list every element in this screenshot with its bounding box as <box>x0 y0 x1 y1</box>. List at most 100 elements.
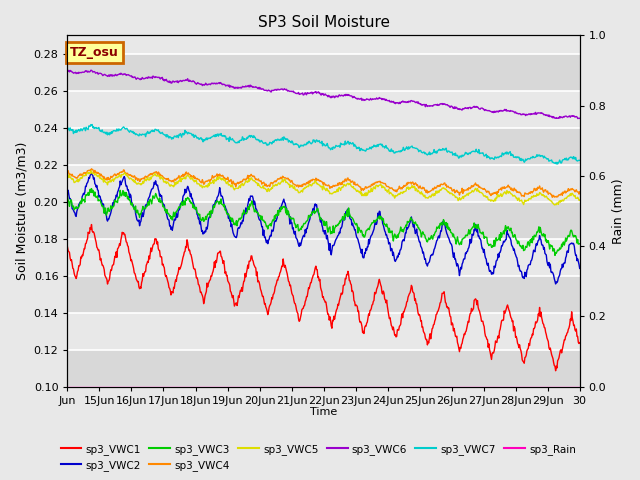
sp3_VWC2 <box>218 193 226 199</box>
sp3_VWC4 <box>88 166 95 172</box>
sp3_VWC2 <box>244 202 252 208</box>
Line: sp3_VWC7: sp3_VWC7 <box>67 124 580 164</box>
sp3_VWC1 <box>406 291 413 297</box>
Bar <box>67 54 580 91</box>
Bar <box>67 165 580 202</box>
Bar <box>67 202 580 239</box>
sp3_VWC2 <box>63 190 71 195</box>
sp3_VWC6 <box>576 115 584 121</box>
sp3_Rain <box>576 384 584 389</box>
sp3_Rain <box>218 384 225 389</box>
sp3_VWC7 <box>377 141 385 147</box>
sp3_Rain <box>376 384 384 389</box>
sp3_VWC1 <box>244 262 252 268</box>
sp3_VWC4 <box>377 180 385 186</box>
sp3_VWC4 <box>244 172 252 178</box>
Bar <box>67 349 580 386</box>
sp3_VWC1 <box>263 309 271 314</box>
sp3_VWC6 <box>377 96 385 101</box>
sp3_VWC3 <box>218 202 226 207</box>
sp3_VWC5 <box>406 185 413 191</box>
Legend: sp3_VWC1, sp3_VWC2, sp3_VWC3, sp3_VWC4, sp3_VWC5, sp3_VWC6, sp3_VWC7, sp3_Rain: sp3_VWC1, sp3_VWC2, sp3_VWC3, sp3_VWC4, … <box>56 439 580 475</box>
sp3_VWC7 <box>554 161 561 167</box>
Line: sp3_VWC2: sp3_VWC2 <box>67 173 580 284</box>
Line: sp3_VWC1: sp3_VWC1 <box>67 225 580 371</box>
sp3_Rain <box>405 384 413 389</box>
sp3_VWC7 <box>576 157 584 163</box>
sp3_VWC1 <box>377 282 385 288</box>
Line: sp3_VWC6: sp3_VWC6 <box>67 70 580 119</box>
sp3_VWC4 <box>263 183 271 189</box>
sp3_VWC6 <box>575 116 583 121</box>
sp3_VWC2 <box>124 187 132 192</box>
sp3_VWC4 <box>406 180 413 186</box>
sp3_VWC4 <box>548 194 556 200</box>
sp3_VWC4 <box>124 172 132 178</box>
sp3_VWC2 <box>576 265 584 271</box>
sp3_VWC3 <box>124 194 132 200</box>
sp3_VWC7 <box>88 121 96 127</box>
sp3_VWC3 <box>576 241 584 247</box>
sp3_VWC4 <box>576 189 584 195</box>
sp3_VWC5 <box>263 189 271 194</box>
sp3_VWC7 <box>218 133 226 139</box>
sp3_VWC6 <box>218 82 226 87</box>
sp3_VWC1 <box>552 368 559 373</box>
sp3_VWC1 <box>576 340 584 346</box>
sp3_VWC6 <box>244 83 252 89</box>
sp3_VWC1 <box>63 244 71 250</box>
Text: TZ_osu: TZ_osu <box>70 46 119 59</box>
sp3_VWC5 <box>218 176 226 181</box>
sp3_VWC3 <box>377 214 385 219</box>
sp3_VWC3 <box>88 186 95 192</box>
Bar <box>67 276 580 312</box>
sp3_VWC1 <box>124 244 132 250</box>
Line: sp3_VWC4: sp3_VWC4 <box>67 169 580 197</box>
sp3_VWC5 <box>377 181 385 187</box>
sp3_VWC2 <box>406 221 413 227</box>
sp3_VWC2 <box>88 170 95 176</box>
sp3_VWC1 <box>88 222 95 228</box>
sp3_VWC1 <box>218 257 226 263</box>
Bar <box>67 128 580 165</box>
sp3_Rain <box>124 384 131 389</box>
sp3_VWC3 <box>63 194 71 200</box>
sp3_VWC3 <box>263 223 271 229</box>
sp3_VWC3 <box>244 205 252 211</box>
sp3_VWC6 <box>63 68 71 73</box>
sp3_VWC5 <box>244 180 252 185</box>
sp3_VWC5 <box>576 197 584 203</box>
sp3_VWC2 <box>263 237 271 243</box>
Y-axis label: Rain (mm): Rain (mm) <box>612 178 625 244</box>
sp3_VWC6 <box>124 72 132 77</box>
sp3_VWC5 <box>63 173 71 179</box>
sp3_VWC2 <box>552 281 559 287</box>
sp3_VWC5 <box>124 174 132 180</box>
Y-axis label: Soil Moisture (m3/m3): Soil Moisture (m3/m3) <box>15 142 28 280</box>
sp3_VWC7 <box>63 124 71 130</box>
sp3_VWC6 <box>263 88 271 94</box>
X-axis label: Time: Time <box>310 407 337 417</box>
Line: sp3_VWC5: sp3_VWC5 <box>67 171 580 205</box>
sp3_VWC4 <box>218 172 226 178</box>
sp3_VWC3 <box>406 218 413 224</box>
sp3_VWC2 <box>377 215 385 221</box>
sp3_VWC6 <box>406 98 413 104</box>
sp3_Rain <box>63 384 71 389</box>
sp3_VWC7 <box>406 146 413 152</box>
sp3_VWC5 <box>88 168 95 174</box>
sp3_VWC6 <box>87 67 95 73</box>
sp3_Rain <box>262 384 270 389</box>
Bar <box>67 312 580 349</box>
sp3_VWC5 <box>551 202 559 208</box>
Bar <box>67 239 580 276</box>
Line: sp3_VWC3: sp3_VWC3 <box>67 189 580 255</box>
sp3_VWC7 <box>244 135 252 141</box>
sp3_VWC7 <box>263 143 271 148</box>
Title: SP3 Soil Moisture: SP3 Soil Moisture <box>257 15 390 30</box>
sp3_VWC7 <box>124 128 132 133</box>
Bar <box>67 91 580 128</box>
sp3_VWC3 <box>551 252 559 258</box>
sp3_VWC4 <box>63 168 71 174</box>
sp3_Rain <box>243 384 251 389</box>
